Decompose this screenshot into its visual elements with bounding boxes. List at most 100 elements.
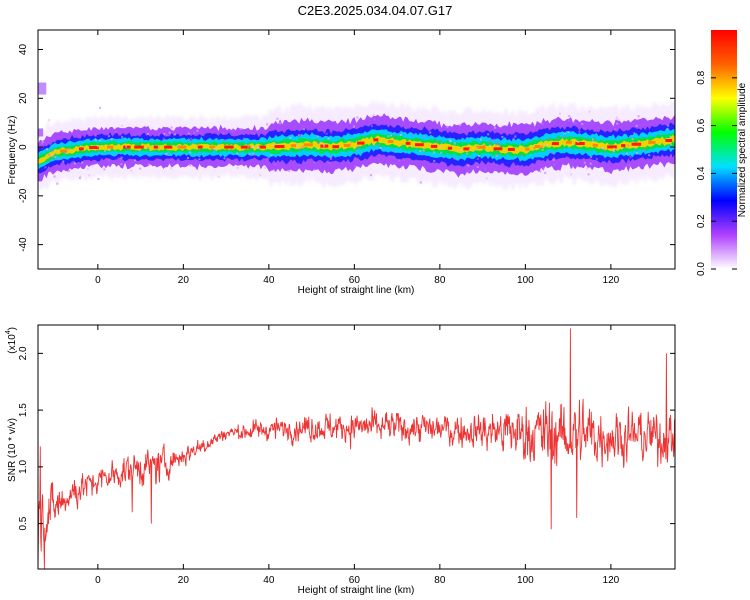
spectrogram-speckle (165, 152, 168, 155)
snr-y-tick-label: 0.5 (18, 516, 29, 530)
spectrogram-speckle (251, 146, 254, 148)
spectrogram-peak (665, 139, 673, 142)
spectrogram-peak (178, 145, 187, 149)
spectrogram-speckle (446, 125, 449, 128)
spectrogram-speckle (543, 167, 546, 170)
spectrogram-speckle (603, 148, 606, 151)
spectrogram-speckle (484, 167, 487, 170)
spectrogram-speckle (377, 143, 380, 146)
spectrogram-peak (357, 141, 365, 145)
spectrogram-speckle (79, 175, 82, 178)
spectrogram-speckle (419, 181, 422, 184)
spectrogram-speckle (629, 156, 632, 159)
spectrogram-speckle (400, 134, 402, 136)
spectrogram-speckle (449, 140, 452, 143)
spectrogram-speckle (393, 135, 396, 137)
spectrogram-speckle (669, 143, 672, 146)
spectrogram-speckle (188, 139, 191, 142)
spectrogram-speckle (197, 152, 200, 155)
spectrogram-speckle (267, 157, 270, 160)
snr-x-tick-label: 120 (603, 575, 620, 586)
spectrogram-peak (373, 138, 379, 142)
spectrogram-cyan-band (38, 128, 675, 171)
spectrogram-speckle (373, 118, 376, 121)
spectrogram-speckle (187, 157, 189, 159)
spectrogram-speckle (243, 137, 245, 140)
spectrogram-peak (463, 147, 470, 151)
spectrogram-speckle (487, 133, 490, 136)
spectrogram-peak (107, 145, 114, 149)
colorbar-label: Normalized spectral amplitude (737, 82, 748, 217)
spectrogram-speckle (589, 162, 592, 165)
snr-line (38, 328, 675, 569)
spectrogram-speckle (492, 161, 495, 164)
snr-y-axis-label: SNR (10 * v/v) (7, 418, 18, 482)
spectrogram-speckle (103, 168, 106, 171)
spectrogram-speckle (247, 145, 250, 148)
spectrogram-speckle (496, 154, 499, 157)
spectrogram-peak (332, 145, 340, 149)
spectrogram-speckle (187, 132, 190, 135)
spectrogram-speckle (50, 156, 53, 159)
spectrogram-speckle (236, 167, 239, 170)
spectrogram-speckle (54, 156, 57, 158)
spectrogram-speckle (97, 145, 99, 148)
spectrogram-x-ticks: 0 20 40 60 80 100 120 (95, 30, 620, 286)
spectrogram-speckle (595, 158, 598, 161)
spectrogram-speckle (47, 153, 50, 156)
spectrogram-speckle (327, 160, 330, 163)
spectrogram-speckle (370, 125, 373, 128)
spectrogram-speckle (372, 113, 375, 116)
spectrogram-speckle (423, 136, 426, 139)
spectrogram-speckle (134, 159, 136, 162)
spectrogram-speckle (591, 140, 594, 143)
spectrogram-speckle (547, 150, 550, 153)
snr-x-tick-label: 80 (434, 575, 446, 586)
spectrogram-speckle (121, 136, 124, 139)
spectrogram-speckle (273, 169, 275, 172)
spectrogram-speckle (551, 152, 554, 155)
snr-x-tick-label: 60 (349, 575, 361, 586)
spectrogram-speckle (578, 130, 581, 133)
spectrogram-speckle (79, 176, 81, 179)
spectrogram-speckle (108, 159, 110, 162)
spectrogram-speckle (563, 132, 566, 135)
spectrogram-speckle (316, 147, 319, 150)
spectrogram-speckle (541, 149, 544, 151)
spectrogram-speckle (193, 131, 196, 134)
spectrogram-speckle (330, 155, 333, 158)
spectrogram-speckle (354, 165, 356, 168)
spectrogram-speckle (162, 137, 165, 140)
spectrogram-speckle (125, 145, 128, 148)
spectrogram-frame (37, 29, 676, 270)
spectrogram-speckle (288, 169, 291, 172)
spectrogram-speckle (170, 126, 173, 129)
snr-y-tick-label: 2.0 (18, 346, 29, 360)
spectrogram-speckle (110, 138, 113, 141)
spectrogram-speckle (643, 148, 646, 151)
spectrogram-speckle (436, 140, 439, 143)
spectrogram-speckle (552, 158, 555, 161)
spectrogram-speckle (67, 169, 70, 172)
spectrogram-speckle (520, 153, 523, 156)
spectrogram-speckle (322, 143, 325, 146)
spectrogram-speckle (56, 182, 59, 185)
snr-x-tick-label: 20 (178, 575, 190, 586)
spectrogram-speckle (670, 155, 672, 158)
spectrogram-peak (259, 145, 266, 149)
spectrogram-speckle (568, 119, 571, 122)
spectrogram-speckle (120, 124, 123, 127)
spectrogram-speckle (147, 163, 150, 166)
spectrogram-peak (447, 146, 452, 150)
spectrogram-speckle (666, 127, 669, 130)
spectrogram-peak (631, 142, 642, 146)
spectrogram-speckle (235, 161, 238, 164)
spectrogram-speckle (120, 156, 123, 159)
snr-y-ticks: 0.5 1.0 1.5 2.0 (18, 346, 675, 531)
spectrogram-speckle (97, 177, 100, 180)
spectrogram-peak (607, 145, 617, 149)
spectrogram-speckle (303, 128, 306, 131)
spectrogram-spot (38, 82, 47, 95)
spectrogram-speckle (198, 158, 201, 161)
spectrogram-speckle (387, 135, 390, 138)
